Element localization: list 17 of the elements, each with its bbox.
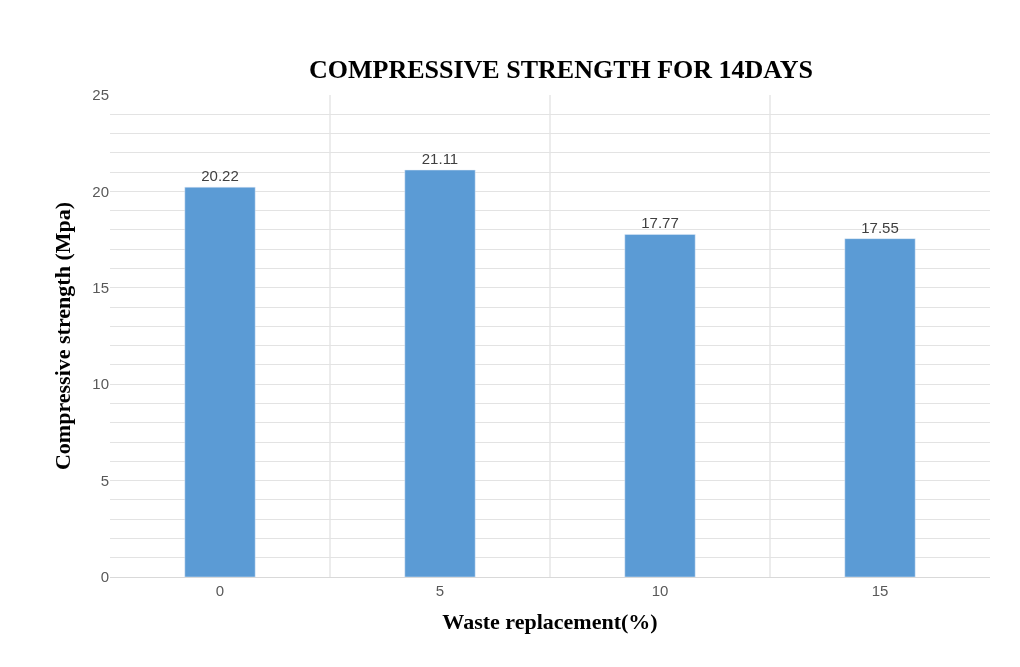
y-tick-label: 15 xyxy=(92,279,109,297)
chart-title: COMPRESSIVE STRENGTH FOR 14DAYS xyxy=(309,55,813,85)
x-tick-label: 0 xyxy=(215,582,225,599)
data-label: 20.22 xyxy=(201,167,239,185)
y-tick-label: 0 xyxy=(100,568,109,586)
y-axis-title: Compressive strength (Mpa) xyxy=(50,201,76,471)
x-axis-title: Waste replacement(%) xyxy=(442,608,658,634)
y-tick-label: 5 xyxy=(100,471,109,489)
x-tick-label: 10 xyxy=(651,582,669,599)
data-label: 17.77 xyxy=(641,214,679,232)
data-label: 21.11 xyxy=(421,150,459,167)
x-tick-label: 5 xyxy=(435,582,445,599)
data-label: 17.55 xyxy=(861,218,899,236)
x-tick-label: 15 xyxy=(871,582,889,599)
y-tick-label: 25 xyxy=(92,86,109,104)
y-tick-label: 10 xyxy=(92,375,109,393)
y-tick-label: 20 xyxy=(92,182,109,200)
